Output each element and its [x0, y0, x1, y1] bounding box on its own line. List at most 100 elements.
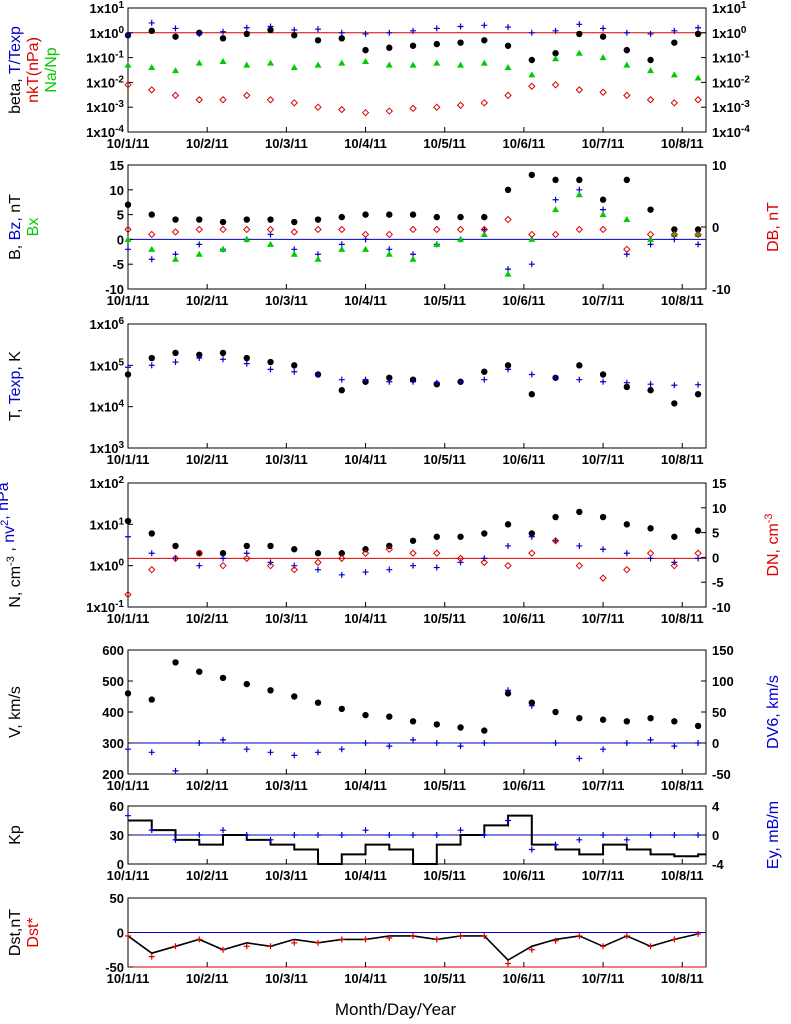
data-point — [172, 555, 179, 562]
data-point — [219, 550, 227, 557]
data-point — [148, 696, 155, 703]
data-point — [576, 376, 583, 383]
data-point — [671, 533, 678, 540]
data-point — [314, 699, 322, 706]
data-point — [386, 29, 393, 36]
data-point — [552, 513, 559, 521]
data-point — [338, 225, 346, 234]
y2-tick-label: -4 — [712, 857, 724, 872]
data-point — [409, 549, 417, 557]
data-point — [243, 943, 250, 950]
data-point — [576, 362, 583, 369]
data-point — [576, 715, 583, 722]
data-point — [314, 216, 322, 223]
data-point — [362, 211, 369, 218]
series — [124, 171, 702, 233]
x-tick-label: 10/8/11 — [661, 611, 704, 626]
data-point — [599, 716, 607, 723]
x-tick-label: 10/2/11 — [186, 868, 229, 883]
series — [124, 191, 702, 277]
data-point — [694, 722, 702, 730]
data-point — [196, 550, 203, 557]
data-point — [267, 59, 275, 66]
data-point — [576, 836, 583, 843]
data-point — [528, 391, 536, 398]
data-point — [505, 24, 512, 31]
panel-p5: 200 300 400 500 600 -50 0 50 100 150 10/1/11 10/2/1… — [7, 643, 782, 793]
data-point — [433, 213, 440, 221]
data-point — [646, 96, 655, 104]
data-point — [243, 91, 251, 100]
data-point — [172, 659, 179, 666]
series — [124, 26, 702, 64]
data-point — [386, 378, 393, 385]
data-point — [196, 241, 203, 248]
data-point — [362, 245, 370, 252]
data-point — [671, 400, 678, 407]
y-tick-label: 1x10-2 — [86, 74, 124, 90]
data-point — [171, 554, 180, 563]
data-point — [172, 943, 179, 950]
data-point — [599, 574, 607, 582]
data-point — [410, 562, 417, 569]
data-point — [338, 59, 346, 66]
x-tick-label: 10/3/11 — [265, 452, 308, 467]
data-point — [505, 366, 512, 373]
x-tick-label: 10/4/11 — [344, 136, 387, 151]
data-point — [504, 521, 512, 528]
x-tick-label: 10/7/11 — [582, 293, 625, 308]
data-point — [148, 27, 155, 35]
data-point — [575, 49, 583, 56]
data-point — [243, 216, 250, 223]
y-axis-label: T, Texp, K — [7, 351, 24, 421]
data-point — [362, 936, 369, 943]
y2-tick-label: 4 — [712, 799, 720, 814]
data-point — [552, 50, 559, 57]
data-point — [195, 250, 203, 257]
data-point — [171, 91, 180, 100]
data-point — [148, 230, 156, 239]
data-point — [172, 542, 179, 550]
y-tick-label: 0 — [117, 232, 124, 247]
panel-p1: 1x10-4 1x10-3 1x10-2 1x10-1 1x100 1x101 1x10-4… — [7, 0, 750, 151]
data-point — [125, 746, 131, 753]
data-point — [480, 230, 488, 237]
x-tick-label: 10/6/11 — [503, 971, 546, 986]
data-point — [291, 26, 298, 33]
data-point — [456, 225, 465, 234]
data-point — [504, 215, 512, 224]
data-point — [219, 218, 227, 226]
y-tick-label: 30 — [110, 828, 124, 843]
data-point — [267, 216, 274, 223]
data-point — [647, 30, 654, 37]
data-point — [362, 46, 369, 54]
y2-tick-label: 10 — [712, 501, 726, 516]
data-point — [599, 225, 607, 234]
data-point — [552, 537, 559, 544]
data-point — [695, 740, 702, 746]
data-point — [267, 687, 274, 694]
data-point — [600, 746, 607, 753]
data-point — [314, 558, 322, 567]
x-tick-label: 10/6/11 — [503, 778, 546, 793]
data-point — [552, 55, 560, 62]
data-point — [528, 29, 535, 36]
data-point — [314, 550, 322, 557]
data-point — [338, 705, 345, 713]
data-point — [623, 740, 630, 746]
data-point — [623, 29, 630, 36]
series — [124, 215, 702, 254]
data-point — [196, 936, 203, 943]
data-point — [410, 932, 417, 939]
data-point — [124, 517, 132, 525]
x-tick-label: 10/4/11 — [344, 452, 387, 467]
y-tick-label: 500 — [102, 674, 124, 689]
series — [125, 930, 702, 967]
data-point — [504, 690, 512, 697]
data-point — [695, 381, 702, 388]
data-point — [410, 736, 417, 743]
data-point — [528, 56, 536, 64]
data-point — [551, 230, 560, 239]
series — [125, 533, 702, 578]
data-point — [623, 550, 630, 557]
